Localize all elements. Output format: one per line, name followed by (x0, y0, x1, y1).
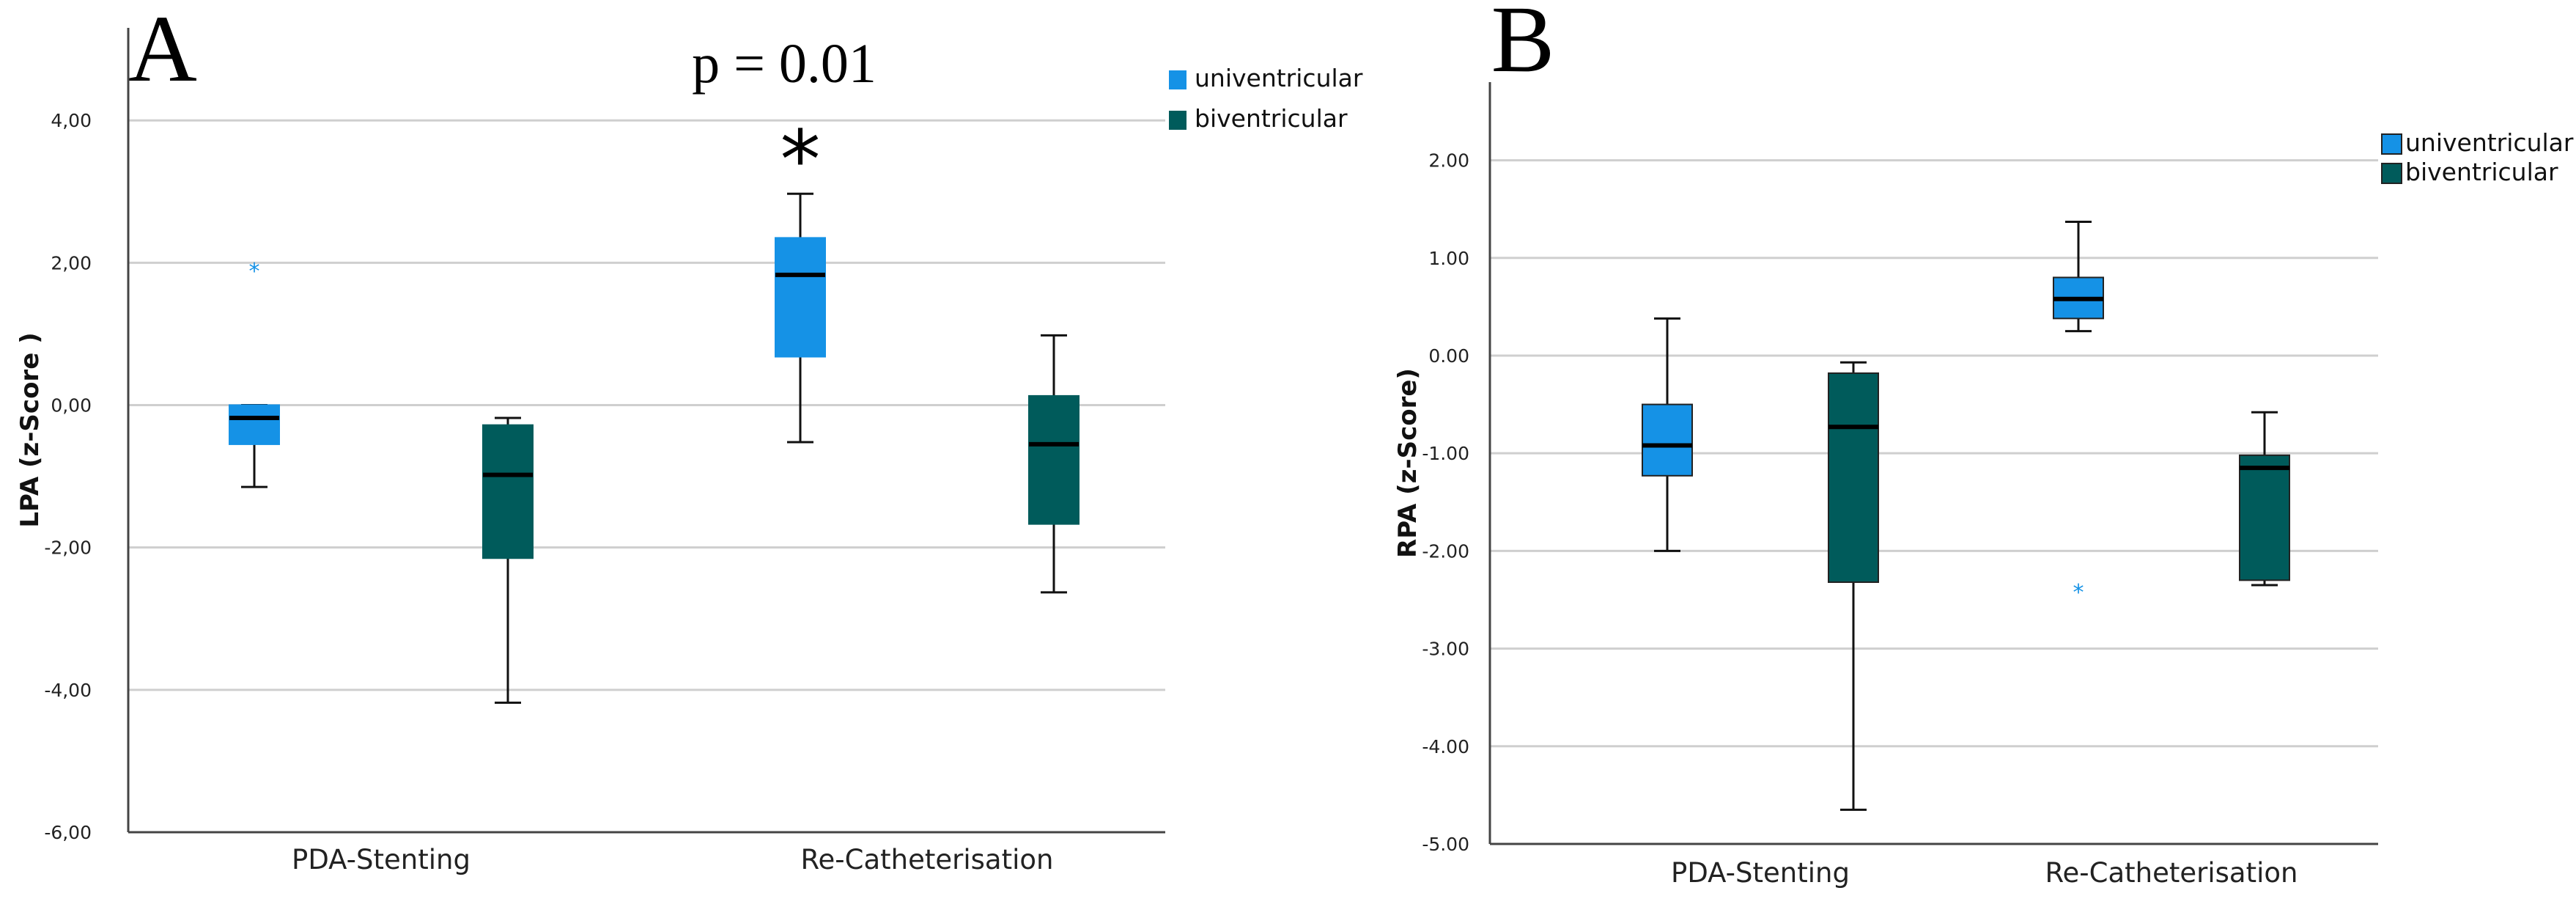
chart-a-ytick-label: -6,00 (44, 822, 92, 843)
chart-b-ytick-label: -3.00 (1422, 639, 1469, 660)
chart-a-legend-swatch-univentricular (1169, 70, 1186, 89)
chart-b-ytick-label: 0.00 (1428, 345, 1469, 367)
chart-b-ytick-label: 1.00 (1428, 248, 1469, 269)
chart-b-biventricular-0-box (1828, 372, 1879, 584)
chart-b-legend-label-univentricular: univentricular (2405, 128, 2574, 157)
chart-b-category-label: PDA-Stenting (1671, 857, 1850, 889)
chart-a-ytick-label: -2,00 (44, 537, 92, 559)
chart-a-ytick-label: 4,00 (51, 110, 92, 131)
chart-b-legend-swatch-univentricular (2381, 133, 2402, 155)
chart-b-legend-swatch-biventricular (2381, 163, 2402, 184)
panel-b: B 2.00 1.00 0.00 -1.00 -2.00 -3.00 -4.00 -5.00 RP… (1378, 0, 2576, 907)
chart-b-ytick-label: -2.00 (1422, 540, 1469, 562)
chart-a-univentricular-0-box (229, 404, 280, 445)
chart-a-legend-label-univentricular: univentricular (1195, 64, 1363, 92)
chart-b-ylabel: RPA (z-Score) (1393, 368, 1422, 558)
chart-a-panel-letter: A (128, 0, 197, 102)
chart-b-univentricular-1-outlier: * (2073, 580, 2084, 606)
chart-a-legend-swatch-biventricular (1169, 111, 1186, 130)
panel-a: A 4,00 2,00 0,00 -2,00 -4,00 -6,00 LPA (z-Score… (15, 0, 1363, 875)
chart-b-ytick-label: -5.00 (1422, 834, 1469, 855)
chart-b-category-label: Re-Catheterisation (2045, 857, 2298, 889)
chart-b-panel-letter: B (1491, 0, 1555, 92)
chart-a-ytick-label: 0,00 (51, 395, 92, 416)
chart-a-category-label: Re-Catheterisation (801, 844, 1054, 875)
chart-a-ylabel: LPA (z-Score ) (15, 332, 45, 527)
chart-b-ytick-label: -1.00 (1422, 443, 1469, 464)
chart-b-biventricular-1-box (2239, 454, 2290, 581)
chart-b-ytick-label: 2.00 (1428, 150, 1469, 172)
chart-a-univentricular-0-outlier: * (249, 259, 260, 284)
chart-a-ytick-label: 2,00 (51, 252, 92, 273)
chart-b-legend-label-biventricular: biventricular (2405, 158, 2558, 186)
chart-a-pvalue-annotation: p = 0.01 (692, 33, 876, 95)
chart-b-ytick-label: -4.00 (1422, 736, 1469, 757)
chart-a-biventricular-1-box (1028, 394, 1080, 525)
chart-a-biventricular-0-box (482, 424, 534, 559)
chart-a-legend-label-biventricular: biventricular (1195, 104, 1348, 133)
chart-a-significance-marker: * (780, 113, 821, 207)
chart-a-svg: A 4,00 2,00 0,00 -2,00 -4,00 -6,00 LPA (z-Score… (15, 0, 1363, 875)
chart-a-univentricular-1-box (775, 237, 826, 358)
chart-b-univentricular-0-box (1642, 403, 1693, 477)
chart-a-category-label: PDA-Stenting (292, 844, 470, 875)
chart-b-svg: B 2.00 1.00 0.00 -1.00 -2.00 -3.00 -4.00 -5.00 RP… (1393, 0, 2574, 889)
chart-a-ytick-label: -4,00 (44, 680, 92, 701)
